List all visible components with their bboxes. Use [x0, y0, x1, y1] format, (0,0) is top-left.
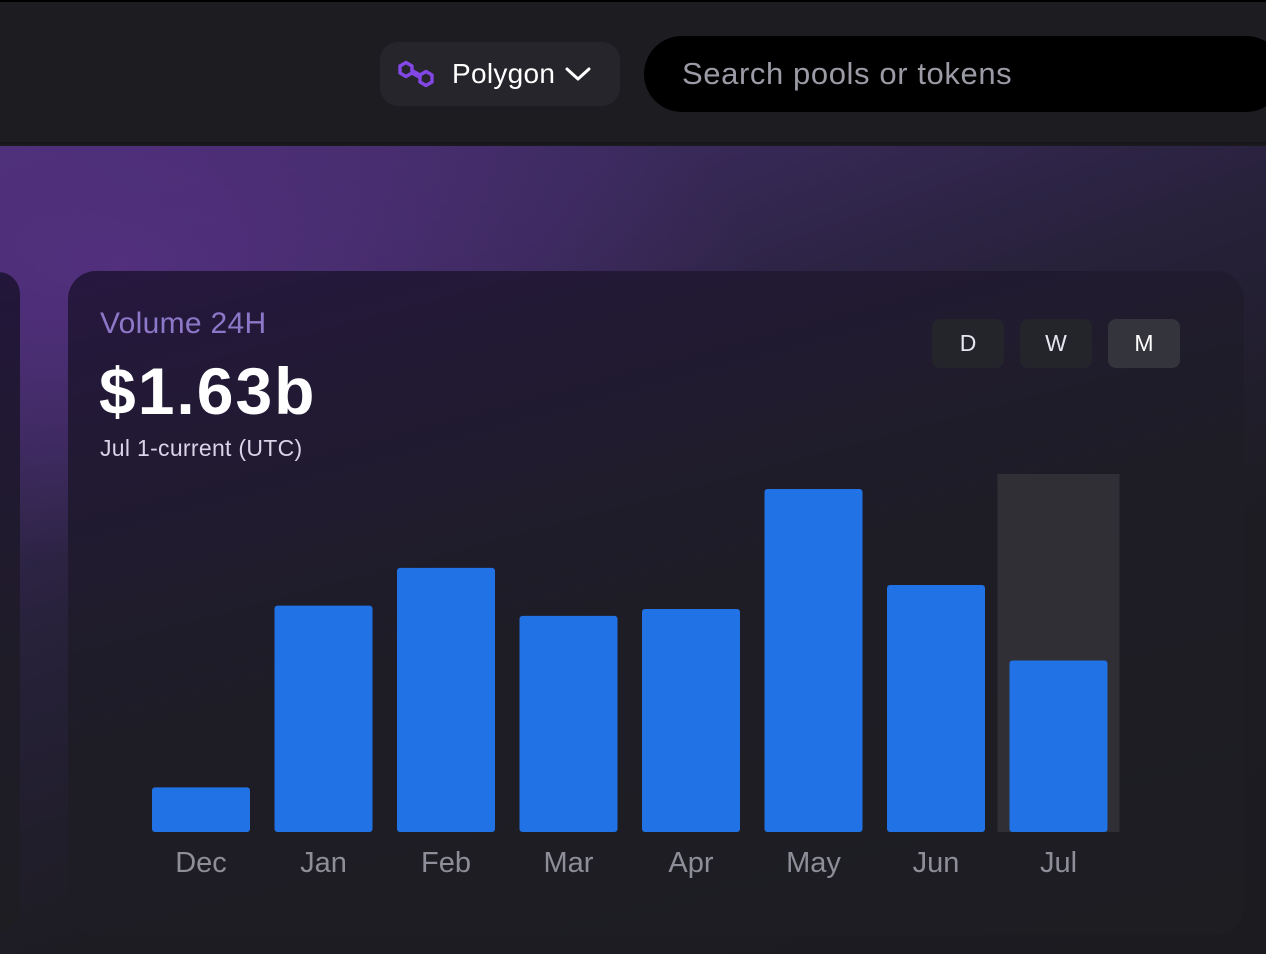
timeframe-day-button[interactable]: D [932, 319, 1004, 368]
bar-feb[interactable] [397, 567, 495, 832]
previous-card-edge [0, 272, 20, 932]
search-input[interactable] [682, 56, 1242, 92]
bar-mar[interactable] [519, 615, 618, 832]
x-tick-feb: Feb [421, 847, 471, 879]
network-selector-label: Polygon [452, 58, 556, 89]
timeframe-toggle-group: D W M [932, 319, 1180, 368]
x-tick-may: May [786, 847, 841, 879]
volume-card: Volume 24H $1.63b Jul 1-current (UTC) D … [68, 271, 1244, 935]
header-divider [0, 142, 1266, 146]
x-tick-jun: Jun [913, 847, 960, 879]
volume-period: Jul 1-current (UTC) [100, 435, 303, 461]
x-tick-jul: Jul [1040, 847, 1077, 879]
search-bar[interactable] [644, 36, 1266, 112]
network-selector-button[interactable]: Polygon [380, 42, 620, 106]
volume-value: $1.63b [99, 354, 317, 428]
chevron-down-icon [565, 65, 591, 83]
x-tick-dec: Dec [175, 847, 227, 879]
polygon-logo-icon [394, 54, 438, 94]
volume-bar-chart: Dec Jan Feb Mar Apr May Jun Jul [152, 474, 1120, 879]
volume-label: Volume 24H [100, 307, 267, 340]
bar-jun[interactable] [887, 585, 985, 832]
bar-apr[interactable] [642, 609, 740, 832]
bar-may[interactable] [764, 489, 863, 832]
timeframe-week-button[interactable]: W [1020, 319, 1092, 368]
bar-jan[interactable] [274, 605, 373, 832]
timeframe-month-button[interactable]: M [1108, 319, 1180, 368]
x-tick-apr: Apr [668, 847, 713, 879]
bar-dec[interactable] [152, 787, 250, 832]
top-header: Polygon [0, 0, 1266, 144]
x-tick-jan: Jan [300, 847, 347, 879]
bar-jul[interactable] [1009, 660, 1108, 833]
x-tick-mar: Mar [544, 847, 594, 879]
